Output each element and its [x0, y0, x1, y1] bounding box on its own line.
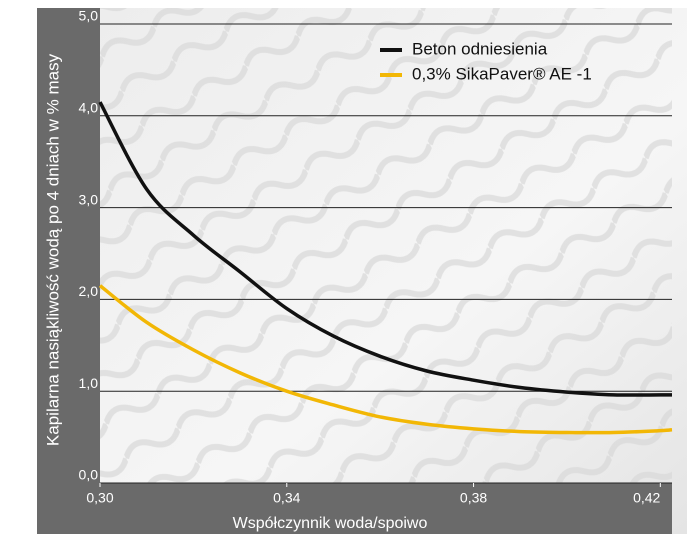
legend-label: 0,3% SikaPaver® AE -1: [412, 64, 592, 83]
page: {"chart_data": {"type": "line", "x_label…: [0, 0, 687, 534]
chart: 0,0 1,0 2,0 3,0 4,0 5,0 0,30 0,34 0,38 0,42 Współ…: [0, 0, 687, 534]
x-axis-label: Współczynnik woda/spoiwo: [233, 515, 428, 532]
y-tick-label: 5,0: [79, 8, 99, 24]
legend-label: Beton odniesienia: [412, 39, 548, 58]
y-tick-label: 0,0: [79, 467, 99, 483]
x-tick-label: 0,42: [633, 490, 660, 506]
x-tick-label: 0,30: [86, 490, 113, 506]
x-tick-label: 0,34: [273, 490, 300, 506]
y-tick-label: 4,0: [79, 100, 99, 116]
y-axis-label: Kapilarna nasiąkliwość wodą po 4 dniach …: [43, 53, 62, 446]
x-tick-label: 0,38: [460, 490, 487, 506]
y-tick-label: 1,0: [79, 375, 99, 391]
y-tick-label: 2,0: [79, 283, 99, 299]
y-tick-label: 3,0: [79, 191, 99, 207]
